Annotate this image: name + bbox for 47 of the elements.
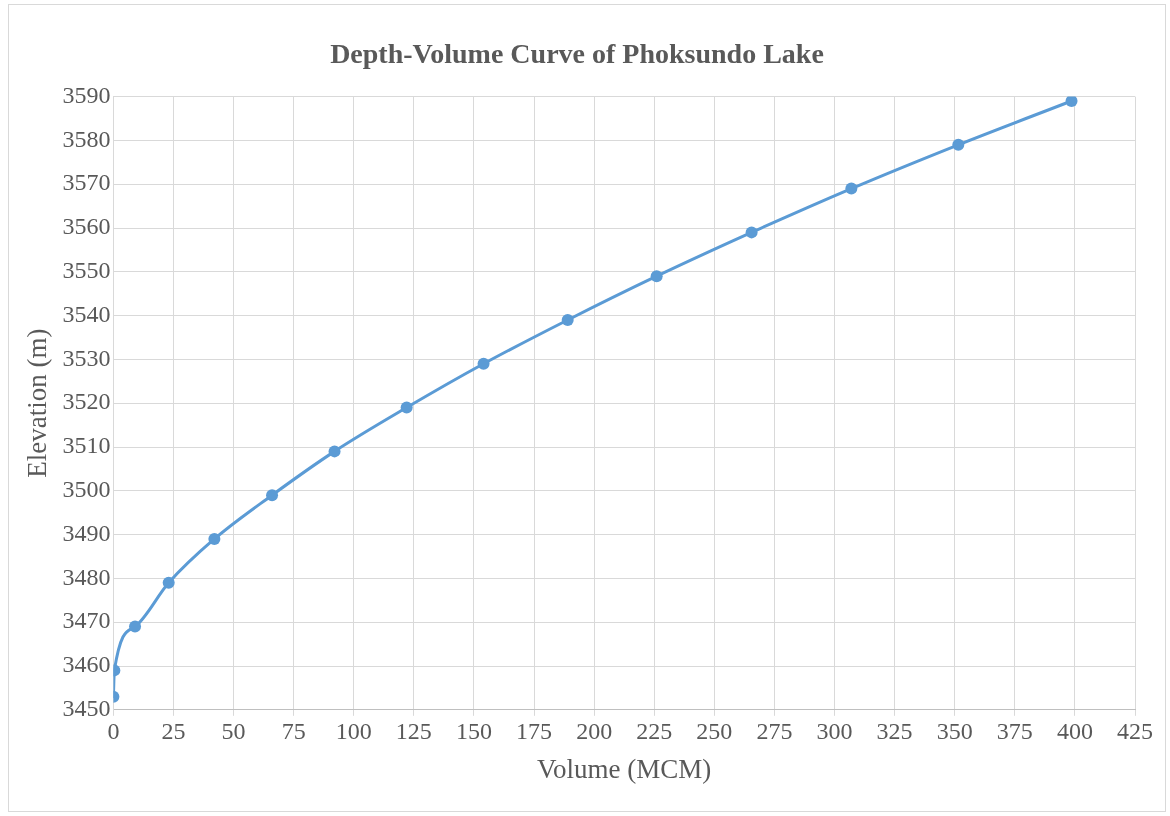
point	[129, 620, 142, 633]
point	[845, 182, 858, 195]
x-tick-label: 250	[696, 718, 733, 745]
x-tick-label: 375	[996, 718, 1033, 745]
y-tick-label: 3580	[62, 125, 111, 152]
y-tick-label: 3560	[62, 213, 111, 240]
x-tick-label: 325	[876, 718, 913, 745]
point	[1065, 96, 1078, 107]
point	[477, 357, 490, 370]
y-tick-label: 3490	[62, 519, 111, 546]
y-tick-label: 3460	[62, 651, 111, 678]
y-tick-label: 3520	[62, 388, 111, 415]
y-tick-label: 3590	[62, 81, 111, 108]
x-tick-label: 150	[455, 718, 492, 745]
x-tick-label: 50	[221, 718, 246, 745]
x-tick-label: 175	[516, 718, 553, 745]
x-tick-label: 75	[281, 718, 306, 745]
x-tick-label: 225	[636, 718, 673, 745]
x-tick-label: 275	[756, 718, 793, 745]
x-tick-label: 400	[1056, 718, 1093, 745]
point	[208, 532, 221, 545]
y-tick-label: 3510	[62, 432, 111, 459]
chart-title: Depth-Volume Curve of Phoksundo Lake	[330, 38, 824, 70]
y-tick-label: 3570	[62, 169, 111, 196]
x-tick-label: 125	[395, 718, 432, 745]
x-axis-title: Volume (MCM)	[537, 753, 712, 784]
y-tick-label: 3500	[62, 476, 111, 503]
y-axis-title: Elevation (m)	[22, 328, 53, 478]
y-tick-label: 3530	[62, 344, 111, 371]
y-tick-label: 3540	[62, 300, 111, 327]
point	[561, 313, 574, 326]
point	[745, 226, 758, 239]
y-tick-label: 3470	[62, 607, 111, 634]
point	[162, 576, 175, 589]
point	[952, 138, 965, 151]
x-tick-label: 300	[816, 718, 853, 745]
x-tick-label: 100	[335, 718, 372, 745]
x-tick-label: 350	[936, 718, 973, 745]
point	[650, 270, 663, 283]
y-tick-label: 3550	[62, 257, 111, 284]
x-tick-label: 200	[576, 718, 613, 745]
point	[400, 401, 413, 414]
x-tick-label: 425	[1117, 718, 1153, 745]
x-tick-label: 25	[161, 718, 186, 745]
y-tick-label: 3480	[62, 563, 111, 590]
point	[266, 489, 279, 502]
point	[328, 445, 341, 458]
